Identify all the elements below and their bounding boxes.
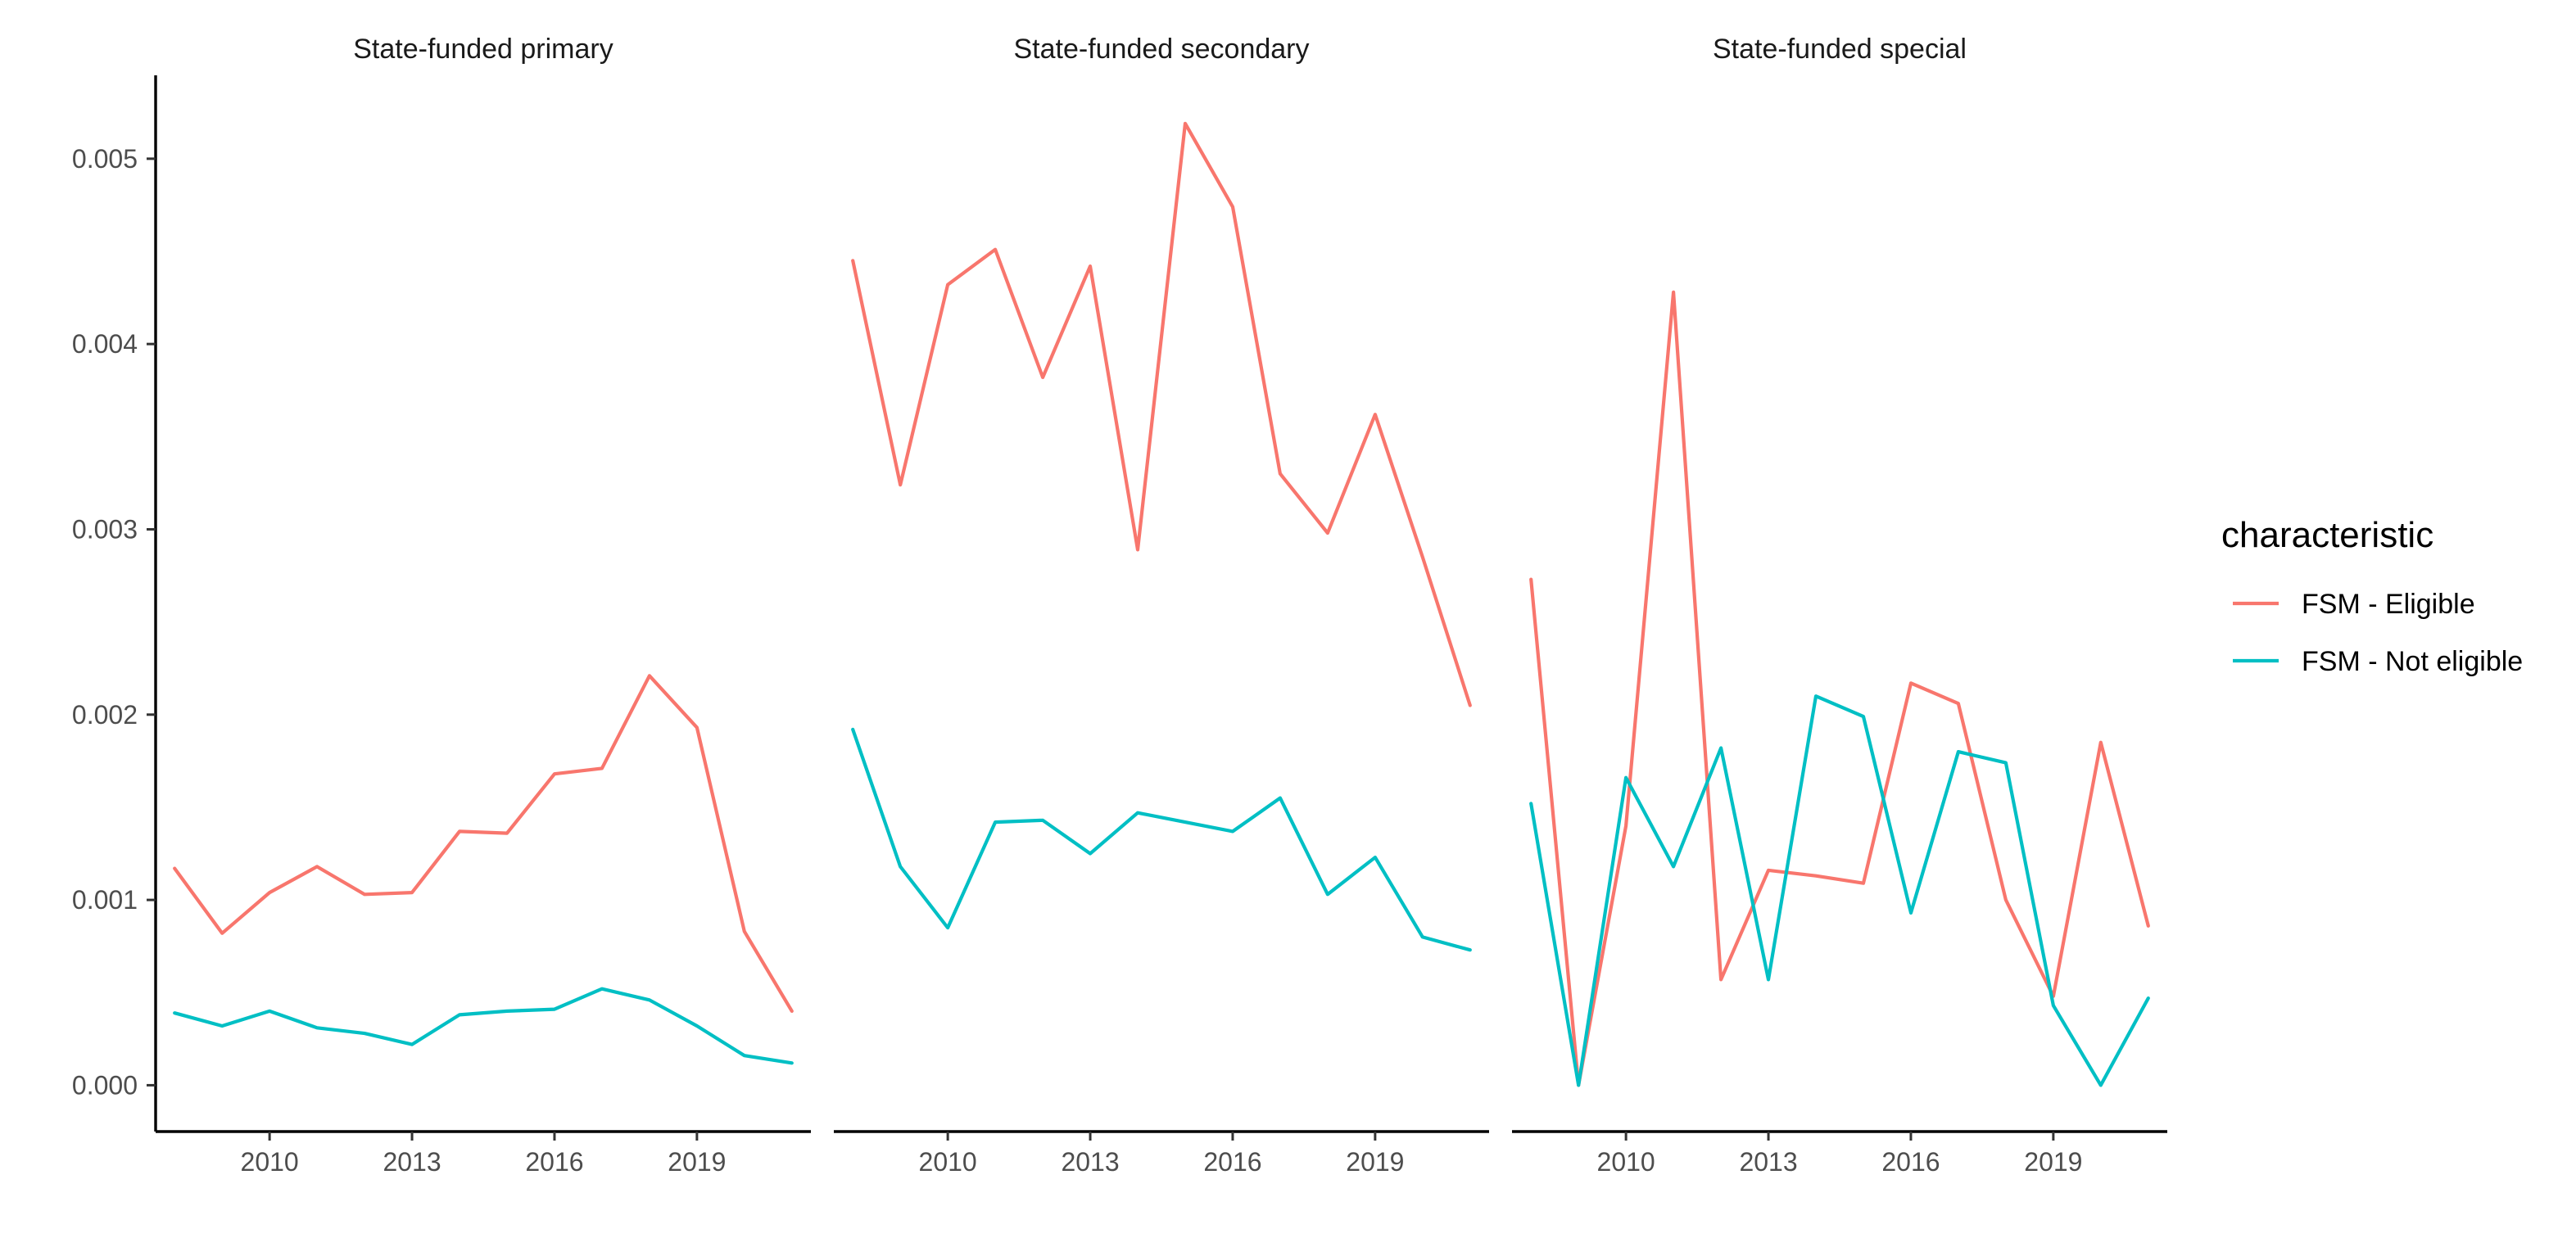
x-tick-label: 2019 [668, 1147, 726, 1177]
y-tick-label: 0.004 [72, 329, 138, 359]
y-tick-label: 0.002 [72, 700, 138, 730]
x-tick-label: 2016 [525, 1147, 583, 1177]
facet-panel-3: State-funded special 2010 2013 2016 2019 [1512, 34, 2167, 1177]
facet-panel-2: State-funded secondary 2010 2013 2016 2019 [834, 34, 1489, 1177]
y-tick-label: 0.003 [72, 514, 138, 544]
x-tick-label: 2010 [919, 1147, 977, 1177]
x-tick-label: 2013 [1739, 1147, 1797, 1177]
series-line-fsm-not-eligible [173, 987, 794, 1065]
y-tick-label: 0.000 [72, 1070, 138, 1100]
x-tick-label: 2010 [1597, 1147, 1655, 1177]
x-tick-label: 2019 [2024, 1147, 2082, 1177]
series-line-fsm-not-eligible [851, 727, 1472, 952]
series-line-fsm-eligible [173, 674, 794, 1013]
series-line-fsm-not-eligible [1529, 694, 2150, 1087]
legend-label-eligible: FSM - Eligible [2302, 589, 2475, 620]
y-axis: 0.000 0.001 0.002 0.003 0.004 0.005 [72, 75, 157, 1132]
facet-title: State-funded primary [353, 34, 613, 65]
y-tick-label: 0.005 [72, 144, 138, 174]
x-tick-label: 2019 [1346, 1147, 1404, 1177]
x-tick-label: 2013 [383, 1147, 441, 1177]
facet-title: State-funded secondary [1013, 34, 1309, 65]
facet-title: State-funded special [1713, 34, 1967, 65]
series-line-fsm-eligible [851, 121, 1472, 707]
x-tick-label: 2013 [1061, 1147, 1119, 1177]
series-line-fsm-eligible [1529, 290, 2150, 1087]
legend-label-not-eligible: FSM - Not eligible [2302, 646, 2523, 677]
legend: characteristic FSM - Eligible FSM - Not … [2221, 515, 2523, 677]
facet-panel-1: State-funded primary 2010 2013 2016 2019 [156, 34, 811, 1177]
x-tick-label: 2016 [1881, 1147, 1940, 1177]
y-tick-label: 0.001 [72, 885, 138, 915]
legend-title: characteristic [2221, 515, 2433, 555]
x-tick-label: 2010 [241, 1147, 299, 1177]
x-tick-label: 2016 [1203, 1147, 1261, 1177]
